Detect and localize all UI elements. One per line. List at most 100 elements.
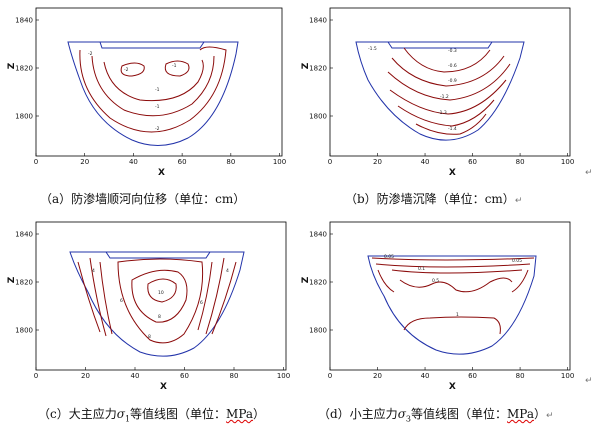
contour-line [77,261,101,333]
contour-line [377,269,395,293]
x-tick-label: 40 [421,158,430,166]
wall-cap [387,41,493,49]
y-tick-label: 1840 [15,17,33,25]
contour-label: -2 [124,67,129,73]
contour-label: -1.2 [440,94,449,100]
contour-line [89,257,107,337]
return-mark-b: ↵ [514,196,523,206]
x-tick-label: 80 [516,158,525,166]
y-tick-label: 1800 [15,327,33,335]
contour-label: -2 [88,51,93,57]
return-mark-bottom: ↵ [585,376,593,386]
contour-line [99,261,113,335]
wall-cap [99,41,205,49]
contour-line [511,269,529,293]
panel-d: 0 20 40 60 80 100 1840 1820 1800 X Z 0.05 0.1 0.5 1 0.0… [301,221,574,392]
contour-label: 4 [226,268,229,274]
y-tick-label: 1800 [309,327,327,335]
y-tick-label: 1840 [15,231,33,239]
contour-label: 8 [158,314,161,320]
x-tick-label: 40 [421,372,430,380]
x-tick-label: 20 [373,372,382,380]
y-axis-label: Z [301,62,311,69]
contour-label: -0.9 [448,78,457,84]
contour-line [147,278,177,303]
contour-line [403,316,501,335]
contour-label: 6 [200,300,203,306]
x-tick-label: 100 [277,372,290,380]
contour-line [415,113,487,135]
contour-line [197,261,213,331]
contour-line [91,55,215,117]
contour-label: -1 [172,63,177,69]
wall-cap [105,251,211,259]
contour-label: 0.5 [432,278,439,284]
contour-line [391,269,523,274]
wall-outline [67,41,239,146]
x-axis-label: X [158,168,165,178]
contour-line [117,258,204,344]
plot-frame [35,7,283,157]
panel-b: 0 20 40 60 80 100 1840 1820 1800 X Z -0.3 -0.6 -0.9 -1… [301,7,574,178]
contour-line [371,257,535,261]
x-axis-label: X [160,382,167,392]
x-tick-label: 0 [328,372,332,380]
x-tick-label: 100 [561,372,574,380]
panel-c: 0 20 40 60 80 100 1840 1820 1800 X Z 10 8 6 4 4 6 8 [7,221,290,392]
caption-a: （a）防渗墙顺河向位移（单位：cm） [40,192,246,206]
x-tick-label: 20 [373,158,382,166]
contour-line [387,63,511,101]
contour-label: -1 [155,104,160,110]
contour-label: -1.4 [448,126,457,132]
y-axis-label: Z [301,276,311,283]
y-axis-label: Z [7,62,17,69]
x-tick-label: 60 [180,372,189,380]
contour-label: 4 [92,268,95,274]
y-axis-label: Z [7,276,17,283]
contour-line [103,59,204,102]
contour-line [399,277,513,293]
plot-frame [35,221,287,371]
y-tick-label: 1840 [309,17,327,25]
contour-label: 0.05 [512,258,522,264]
return-mark-d: ↵ [546,411,554,421]
contour-line [211,261,237,335]
x-tick-label: 100 [561,158,574,166]
contour-label: 10 [158,290,164,296]
contour-line [403,47,491,73]
contour-label: 8 [148,334,151,340]
x-axis-label: X [449,382,456,392]
caption-d: （d）小主应力σ3等值线图（单位：MPa）↵ [318,407,554,424]
x-tick-label: 60 [468,158,477,166]
wall-outline [367,255,537,355]
x-tick-label: 80 [230,372,239,380]
contour-label: -1.5 [368,46,377,52]
x-tick-label: 80 [226,158,235,166]
panel-a: 0 20 40 60 80 100 1840 1820 1800 X Z -2 -1 -1 -1 -2 -2 [7,7,286,178]
x-axis-label: X [449,168,456,178]
contour-line [391,55,505,87]
x-tick-label: 60 [178,158,187,166]
return-mark-top: ↵ [585,168,593,178]
contour-label: -0.3 [448,48,457,54]
wall-outline [355,41,525,141]
x-tick-label: 80 [516,372,525,380]
contour-label: -0.6 [448,63,457,69]
contour-line [205,257,225,335]
x-tick-label: 100 [273,158,286,166]
y-tick-label: 1820 [15,65,33,73]
contour-label: 0.1 [418,266,425,272]
y-tick-label: 1840 [309,231,327,239]
contour-label: -1.3 [438,110,447,116]
contour-label: -1 [155,87,160,93]
contour-line [131,269,188,323]
caption-c: （c）大主应力σ1等值线图（单位：MPa） [38,407,266,424]
x-tick-label: 0 [34,372,38,380]
y-tick-label: 1800 [309,113,327,121]
contour-label: -2 [155,126,160,132]
contour-line [389,79,507,115]
plot-frame [329,7,571,157]
contour-label: 6 [120,298,123,304]
x-tick-label: 20 [80,158,89,166]
